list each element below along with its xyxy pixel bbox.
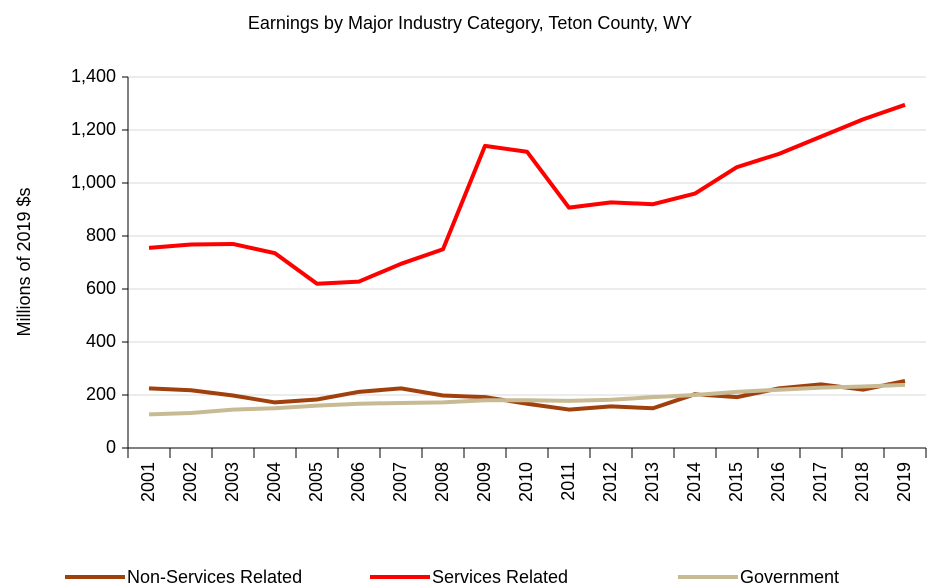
y-tick-label: 800 bbox=[86, 225, 116, 245]
y-tick-label: 400 bbox=[86, 331, 116, 351]
x-tick-label: 2008 bbox=[432, 462, 452, 502]
x-tick-label: 2009 bbox=[474, 462, 494, 502]
x-tick-label: 2005 bbox=[306, 462, 326, 502]
x-tick-label: 2011 bbox=[558, 462, 578, 501]
x-tick-label: 2015 bbox=[726, 462, 746, 502]
y-tick-label: 200 bbox=[86, 384, 116, 404]
series-line bbox=[148, 382, 906, 417]
series-line bbox=[148, 102, 906, 286]
x-tick-label: 2004 bbox=[264, 462, 284, 502]
x-tick-label: 2018 bbox=[852, 462, 872, 502]
y-tick-label: 600 bbox=[86, 278, 116, 298]
y-tick-label: 0 bbox=[106, 437, 116, 457]
x-tick-label: 2006 bbox=[348, 462, 368, 502]
x-tick-label: 2010 bbox=[516, 462, 536, 502]
x-tick-label: 2013 bbox=[642, 462, 662, 502]
x-tick-label: 2019 bbox=[894, 462, 914, 502]
x-tick-label: 2017 bbox=[810, 462, 830, 502]
legend-label: Services Related bbox=[432, 567, 568, 587]
chart-title: Earnings by Major Industry Category, Tet… bbox=[248, 13, 692, 33]
legend-label: Government bbox=[740, 567, 839, 587]
y-axis-label: Millions of 2019 $s bbox=[14, 187, 34, 336]
y-tick-label: 1,200 bbox=[71, 119, 116, 139]
y-tick-label: 1,400 bbox=[71, 66, 116, 86]
x-tick-label: 2002 bbox=[180, 462, 200, 502]
legend-label: Non-Services Related bbox=[127, 567, 302, 587]
x-tick-label: 2007 bbox=[390, 462, 410, 502]
x-tick-label: 2014 bbox=[684, 462, 704, 502]
x-tick-label: 2003 bbox=[222, 462, 242, 502]
x-tick-label: 2016 bbox=[768, 462, 788, 502]
x-tick-label: 2012 bbox=[600, 462, 620, 502]
y-tick-label: 1,000 bbox=[71, 172, 116, 192]
x-tick-label: 2001 bbox=[138, 462, 158, 502]
